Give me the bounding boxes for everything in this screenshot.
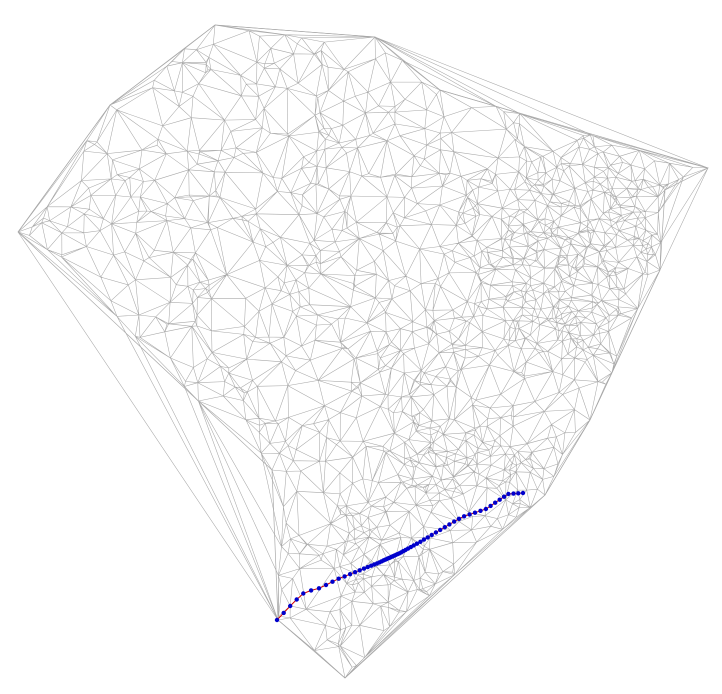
path-node (502, 495, 506, 499)
path-node (324, 583, 328, 587)
path-node (309, 588, 313, 592)
path-node (288, 604, 292, 608)
path-node (443, 525, 447, 529)
path-node (478, 509, 482, 513)
path-node (516, 491, 520, 495)
path-node (521, 491, 525, 495)
path-node (330, 580, 334, 584)
path-node (511, 491, 515, 495)
path-node (484, 507, 488, 511)
path-line (277, 493, 523, 620)
path-node (493, 501, 497, 505)
path-node (337, 577, 341, 581)
path-node (295, 597, 299, 601)
path-node (467, 512, 471, 516)
path-node (447, 522, 451, 526)
mesh-edge-set (18, 25, 708, 678)
path-node (301, 591, 305, 595)
path-node (358, 568, 362, 572)
path-node (426, 535, 430, 539)
path-node (457, 517, 461, 521)
path-node (362, 566, 366, 570)
path-node (488, 504, 492, 508)
path-node (317, 586, 321, 590)
path-node (462, 514, 466, 518)
mesh-edges (18, 25, 708, 678)
path-node (438, 528, 442, 532)
path-node (348, 572, 352, 576)
path-node (434, 530, 438, 534)
path-node (430, 533, 434, 537)
path-node (452, 519, 456, 523)
path-node (342, 574, 346, 578)
path-node (498, 498, 502, 502)
path-node (422, 537, 426, 541)
path-node (506, 492, 510, 496)
path-nodes (275, 491, 525, 622)
path-node (473, 511, 477, 515)
path-node (275, 618, 279, 622)
path-node (282, 611, 286, 615)
highlighted-path (277, 493, 523, 620)
path-node (353, 570, 357, 574)
